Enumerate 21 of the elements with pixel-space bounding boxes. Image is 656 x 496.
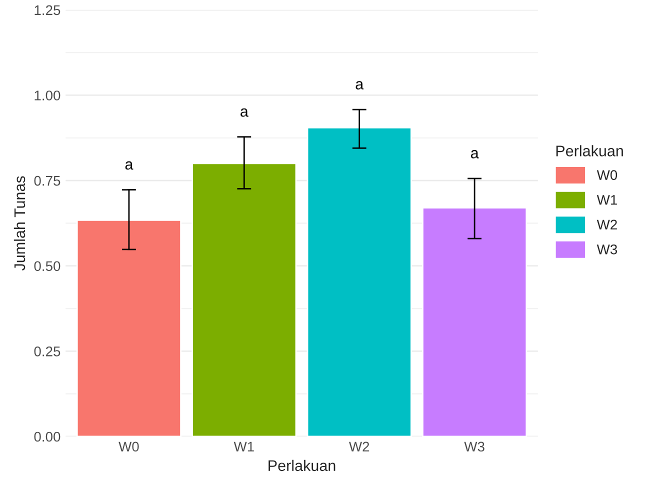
annotation: a [356,81,364,90]
legend-label: W1 [596,195,617,205]
legend-label: W0 [596,170,618,180]
y-tick-label: 0.00 [34,432,60,442]
y-tick-label: 0.25 [34,346,60,356]
y-axis-title: Jumlah Tunas [14,176,26,271]
legend-label: W2 [596,220,617,230]
x-tick-label: W1 [234,442,254,452]
x-tick-label: W2 [349,442,370,452]
legend-label: W3 [596,244,618,254]
annotation: a [125,161,134,170]
x-axis-title: Perlakuan [268,460,336,472]
y-tick-label: 1.25 [34,5,60,16]
legend-title: Perlakuan [556,145,623,156]
y-tick-label: 0.75 [34,176,60,186]
y-tick-label: 1.00 [34,90,60,100]
annotation: a [470,150,479,158]
x-tick-label: W3 [464,442,484,452]
y-tick-label: 0.50 [34,261,60,272]
x-tick-label: W0 [118,442,139,452]
annotation: a [240,108,248,117]
